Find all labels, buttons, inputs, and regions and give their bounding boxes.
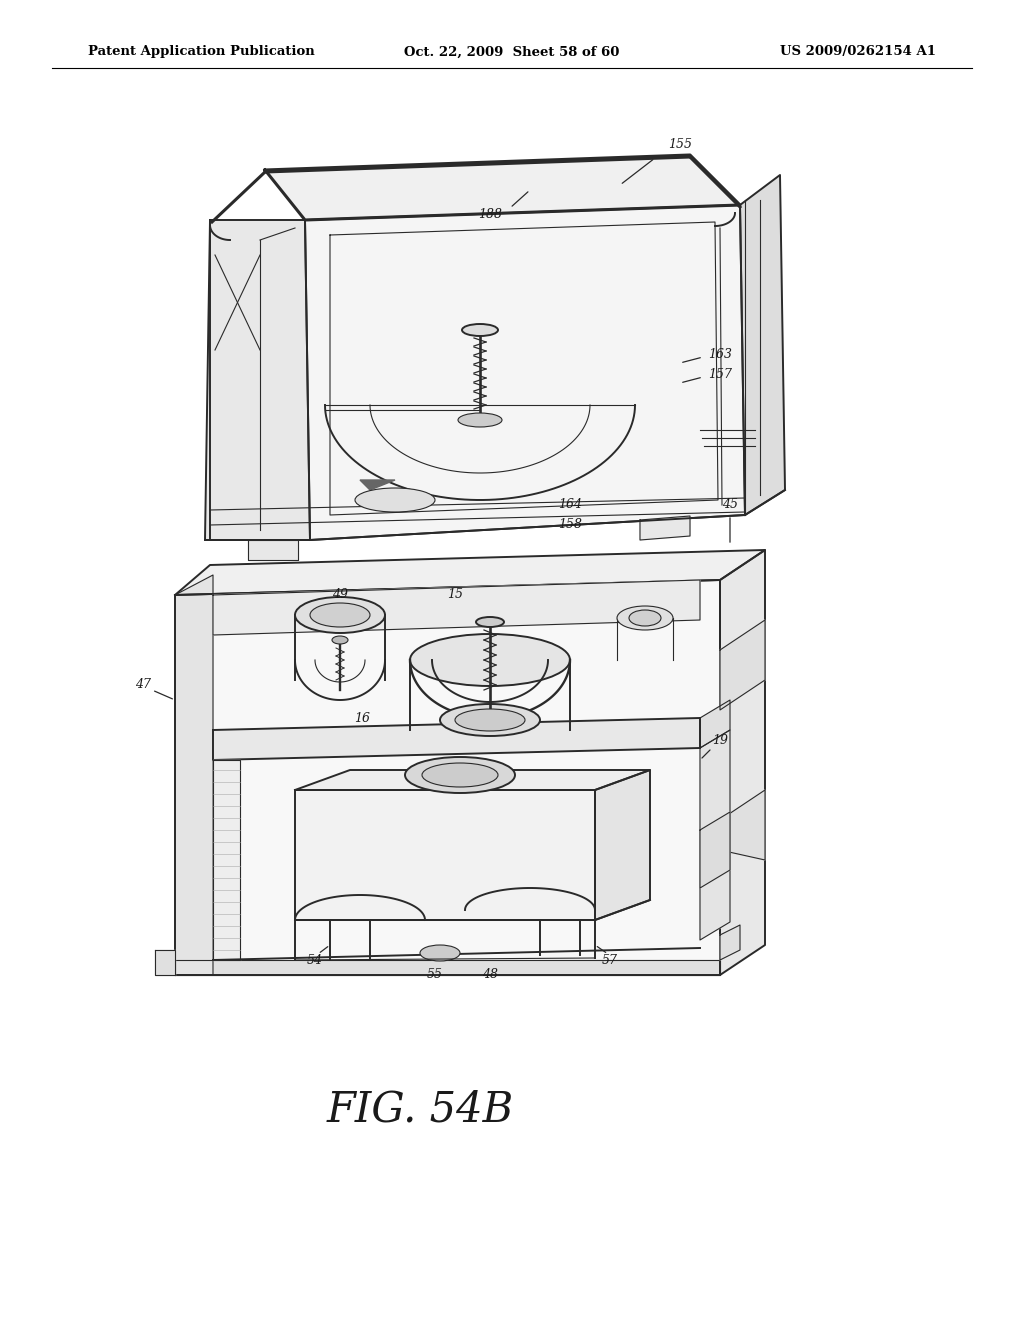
Text: 188: 188 bbox=[478, 209, 502, 222]
Ellipse shape bbox=[420, 945, 460, 961]
Text: US 2009/0262154 A1: US 2009/0262154 A1 bbox=[780, 45, 936, 58]
Ellipse shape bbox=[617, 606, 673, 630]
Polygon shape bbox=[175, 576, 213, 975]
Polygon shape bbox=[740, 176, 785, 515]
Polygon shape bbox=[295, 789, 595, 920]
Ellipse shape bbox=[629, 610, 662, 626]
Text: Oct. 22, 2009  Sheet 58 of 60: Oct. 22, 2009 Sheet 58 of 60 bbox=[404, 45, 620, 58]
Polygon shape bbox=[265, 154, 740, 220]
Ellipse shape bbox=[422, 763, 498, 787]
Ellipse shape bbox=[410, 634, 570, 686]
Ellipse shape bbox=[458, 413, 502, 426]
Polygon shape bbox=[205, 220, 310, 540]
Text: 164: 164 bbox=[558, 499, 582, 511]
Polygon shape bbox=[720, 925, 740, 960]
Polygon shape bbox=[700, 700, 730, 748]
Ellipse shape bbox=[332, 636, 348, 644]
Text: 45: 45 bbox=[722, 499, 738, 511]
Polygon shape bbox=[360, 480, 395, 490]
Text: 155: 155 bbox=[668, 139, 692, 152]
Ellipse shape bbox=[295, 597, 385, 634]
Polygon shape bbox=[175, 960, 720, 975]
Ellipse shape bbox=[355, 488, 435, 512]
Ellipse shape bbox=[406, 756, 515, 793]
Text: 57: 57 bbox=[602, 953, 618, 966]
Text: 163: 163 bbox=[708, 348, 732, 362]
Ellipse shape bbox=[462, 323, 498, 337]
Polygon shape bbox=[720, 620, 765, 710]
Text: Patent Application Publication: Patent Application Publication bbox=[88, 45, 314, 58]
Text: 16: 16 bbox=[354, 711, 370, 725]
Text: 48: 48 bbox=[482, 969, 498, 982]
Polygon shape bbox=[175, 550, 765, 595]
Polygon shape bbox=[155, 950, 175, 975]
Text: 157: 157 bbox=[708, 368, 732, 381]
Text: 47: 47 bbox=[135, 678, 151, 692]
Ellipse shape bbox=[440, 704, 540, 737]
Polygon shape bbox=[295, 770, 650, 789]
Polygon shape bbox=[175, 579, 720, 975]
Text: 158: 158 bbox=[558, 519, 582, 532]
Text: 49: 49 bbox=[332, 589, 348, 602]
Polygon shape bbox=[213, 718, 700, 760]
Ellipse shape bbox=[455, 709, 525, 731]
Polygon shape bbox=[213, 760, 240, 960]
Polygon shape bbox=[640, 516, 690, 540]
Text: 55: 55 bbox=[427, 969, 443, 982]
Text: 19: 19 bbox=[712, 734, 728, 747]
Polygon shape bbox=[720, 789, 765, 861]
Text: FIG. 54B: FIG. 54B bbox=[327, 1089, 514, 1131]
Polygon shape bbox=[700, 812, 730, 888]
Polygon shape bbox=[305, 205, 745, 540]
Text: 54: 54 bbox=[307, 953, 323, 966]
Polygon shape bbox=[700, 730, 730, 940]
Ellipse shape bbox=[476, 616, 504, 627]
Text: 15: 15 bbox=[447, 589, 463, 602]
Polygon shape bbox=[595, 770, 650, 920]
Polygon shape bbox=[213, 579, 700, 635]
Polygon shape bbox=[248, 540, 298, 560]
Ellipse shape bbox=[310, 603, 370, 627]
Polygon shape bbox=[720, 550, 765, 975]
